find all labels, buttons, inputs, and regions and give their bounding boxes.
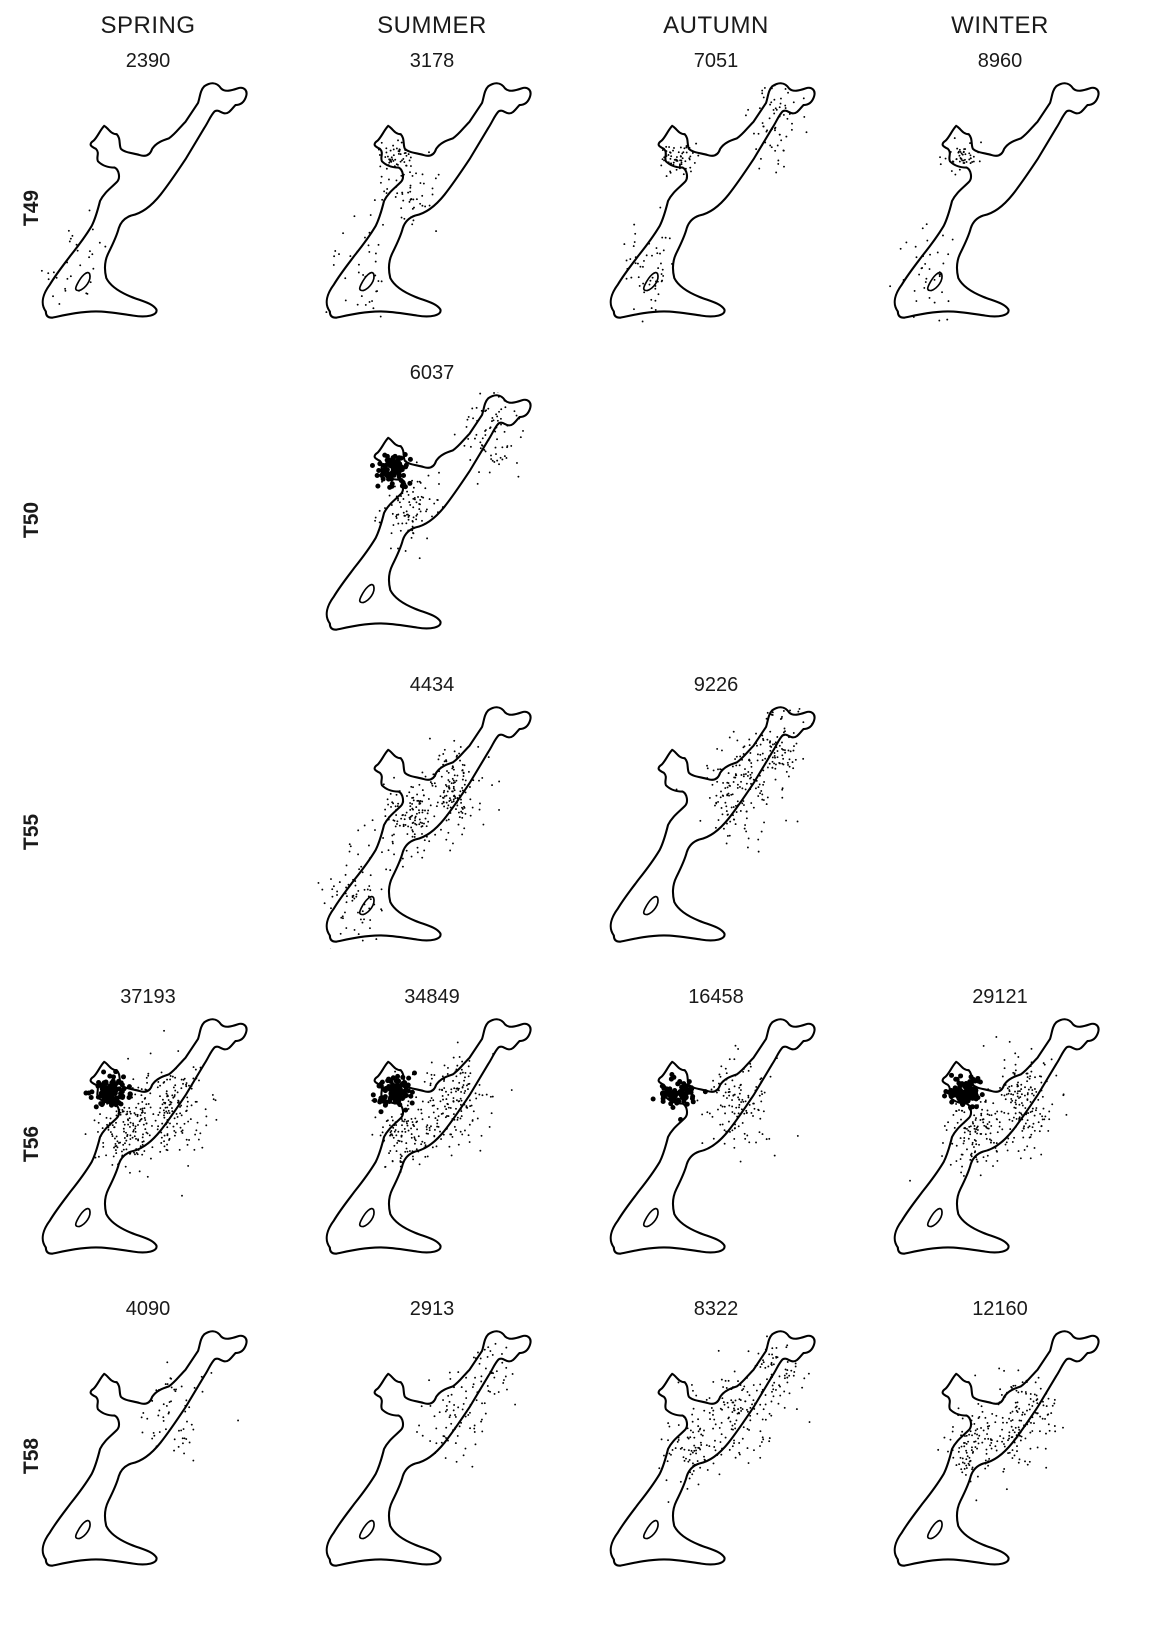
column-header-winter: WINTER — [951, 12, 1049, 39]
lake-map — [893, 1018, 1100, 1255]
lake-outline — [325, 706, 532, 943]
lake-map — [609, 1330, 816, 1567]
detection-count: 3178 — [409, 50, 455, 72]
detection-points — [623, 84, 808, 323]
panel-t55-winter — [865, 674, 1135, 974]
lake-map — [317, 706, 532, 949]
lake-outline — [609, 706, 816, 943]
panel-t56-summer: 34849 — [297, 986, 567, 1286]
detection-count: 4434 — [409, 674, 455, 696]
lake-outline — [325, 1330, 532, 1567]
detection-points — [40, 209, 107, 305]
panel-t56-winter: 29121 — [865, 986, 1135, 1286]
detection-count: 4090 — [125, 1298, 171, 1320]
detection-count: 6037 — [409, 362, 455, 384]
panel-t56-autumn: 16458 — [581, 986, 851, 1286]
panel-t56-spring: 37193 — [13, 986, 283, 1286]
lake-outline — [893, 1018, 1100, 1255]
lake-map — [40, 82, 248, 319]
detection-points — [369, 392, 524, 560]
lake-map — [41, 1330, 248, 1567]
panel-t58-spring: 4090 — [13, 1298, 283, 1598]
detection-count: 9226 — [693, 674, 739, 696]
island-outline — [358, 271, 375, 292]
island-outline — [74, 1519, 91, 1540]
lake-map — [893, 1330, 1100, 1567]
lake-map — [325, 392, 532, 631]
island-outline — [358, 1207, 375, 1228]
island-outline — [642, 895, 659, 916]
panel-t50-spring — [13, 362, 283, 662]
panel-t55-summer: 4434 — [297, 674, 567, 974]
lake-outline — [609, 1330, 816, 1567]
lake-map — [41, 1018, 248, 1255]
lake-map — [325, 82, 532, 319]
panel-t55-autumn: 9226 — [581, 674, 851, 974]
detection-points — [83, 1029, 218, 1197]
lake-outline — [893, 82, 1100, 319]
lake-outline — [41, 82, 248, 319]
detection-count: 12160 — [972, 1298, 1028, 1320]
detection-count: 8322 — [693, 1298, 739, 1320]
island-outline — [642, 271, 659, 292]
panel-t58-autumn: 8322 — [581, 1298, 851, 1598]
panel-t55-spring — [13, 674, 283, 974]
detection-points — [370, 1041, 513, 1173]
lake-map — [609, 1018, 816, 1255]
lake-outline — [609, 1018, 816, 1255]
detection-points — [937, 1367, 1064, 1502]
detection-count: 7051 — [693, 50, 739, 72]
lake-map — [609, 82, 816, 323]
lake-map — [889, 82, 1100, 322]
detection-points — [889, 137, 982, 322]
lake-map — [325, 1018, 532, 1255]
island-outline — [926, 271, 943, 292]
lake-outline — [325, 82, 532, 319]
panel-t58-summer: 2913 — [297, 1298, 567, 1598]
island-outline — [74, 1207, 91, 1228]
island-outline — [642, 1207, 659, 1228]
panel-t58-winter: 12160 — [865, 1298, 1135, 1598]
panel-t50-summer: 6037 — [297, 362, 567, 662]
lake-map — [609, 706, 816, 943]
detection-points — [675, 707, 814, 853]
detection-count: 37193 — [120, 986, 176, 1008]
lake-outline — [609, 82, 816, 319]
lake-outline — [325, 1018, 532, 1255]
island-outline — [358, 583, 375, 604]
detection-points — [909, 1036, 1068, 1182]
lake-outline — [41, 1330, 248, 1567]
column-header-autumn: AUTUMN — [663, 12, 769, 39]
lake-outline — [41, 1018, 248, 1255]
panel-t50-winter — [865, 362, 1135, 662]
detection-points — [650, 1044, 799, 1163]
detection-count: 16458 — [688, 986, 744, 1008]
island-outline — [358, 1519, 375, 1540]
panel-t49-autumn: 7051 — [581, 50, 851, 350]
detection-count: 2913 — [409, 1298, 455, 1320]
panel-t49-spring: 2390 — [13, 50, 283, 350]
detection-points — [317, 737, 501, 949]
detection-count: 2390 — [125, 50, 171, 72]
panel-t50-autumn — [581, 362, 851, 662]
island-outline — [358, 895, 375, 916]
detection-points — [325, 139, 440, 318]
lake-map — [325, 1330, 532, 1567]
detection-count: 8960 — [977, 50, 1023, 72]
panel-t49-summer: 3178 — [297, 50, 567, 350]
lake-outline — [325, 394, 532, 631]
detection-count: 34849 — [404, 986, 460, 1008]
panel-t49-winter: 8960 — [865, 50, 1135, 350]
lake-outline — [893, 1330, 1100, 1567]
detection-points — [140, 1361, 240, 1462]
column-header-spring: SPRING — [100, 12, 196, 39]
island-outline — [642, 1519, 659, 1540]
detection-points — [416, 1342, 517, 1468]
column-header-summer: SUMMER — [377, 12, 487, 39]
island-outline — [926, 1207, 943, 1228]
detection-count: 29121 — [972, 986, 1028, 1008]
island-outline — [74, 271, 91, 292]
island-outline — [926, 1519, 943, 1540]
